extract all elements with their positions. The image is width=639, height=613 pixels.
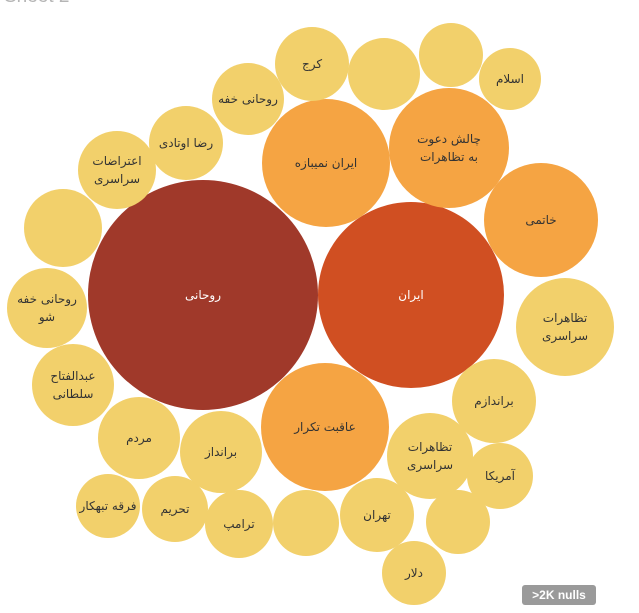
bubble-circle[interactable]	[149, 106, 223, 180]
bubble-circle[interactable]	[348, 38, 420, 110]
bubble-label: اسلام	[496, 72, 524, 86]
bubble-circle[interactable]	[340, 478, 414, 552]
bubble-circle[interactable]	[78, 131, 156, 209]
bubble-circle[interactable]	[387, 413, 473, 499]
bubble-circle[interactable]	[275, 27, 349, 101]
bubble[interactable]: کرج	[275, 27, 349, 101]
bubble-circle[interactable]	[467, 443, 533, 509]
bubble[interactable]: عبدالفتاح سلطانی	[32, 344, 114, 426]
bubble[interactable]: رضا اوتادی	[149, 106, 223, 180]
bubble-circle[interactable]	[205, 490, 273, 558]
bubble-circle[interactable]	[76, 474, 140, 538]
bubble[interactable]: خاتمی	[484, 163, 598, 277]
bubble[interactable]: تحریم	[142, 476, 208, 542]
bubble-circle[interactable]	[318, 202, 504, 388]
bubble-circle[interactable]	[479, 48, 541, 110]
bubble[interactable]: ایران نمیبازه	[262, 99, 390, 227]
bubble-circle[interactable]	[7, 268, 87, 348]
bubble[interactable]: براندازم	[452, 359, 536, 443]
bubble[interactable]: ایران	[318, 202, 504, 388]
bubble-label: عبدالفتاح سلطانی	[50, 369, 95, 401]
bubble-circle[interactable]	[273, 490, 339, 556]
bubble-circle[interactable]	[24, 189, 102, 267]
bubble-circle[interactable]	[261, 363, 389, 491]
sheet-title: Sheet 2	[4, 0, 70, 8]
bubble-circle[interactable]	[98, 397, 180, 479]
bubble-circle[interactable]	[180, 411, 262, 493]
bubble[interactable]: روحانی خفه	[212, 63, 284, 135]
bubble-label: رضا اوتادی	[159, 136, 214, 151]
bubble-circle[interactable]	[426, 490, 490, 554]
nulls-badge[interactable]: >2K nulls	[522, 585, 596, 605]
bubble-label: ایران	[398, 288, 423, 303]
bubble-label: براندازم	[474, 394, 514, 409]
bubble-label: کرج	[302, 57, 322, 72]
bubble[interactable]: فرقه تبهکار	[76, 474, 140, 538]
bubble-label: تظاهرات سراسری	[542, 311, 588, 344]
bubble[interactable]: آمریکا	[467, 443, 533, 509]
bubble-label: آمریکا	[485, 468, 516, 484]
bubble-circle[interactable]	[212, 63, 284, 135]
bubble-label: مردم	[126, 431, 152, 446]
bubble-label: اعتراضات سراسری	[92, 154, 141, 187]
bubble-circle[interactable]	[389, 88, 509, 208]
bubble-label: عاقبت تکرار	[293, 420, 356, 435]
bubble[interactable]: تهران	[340, 478, 414, 552]
bubble-label: ایران نمیبازه	[295, 156, 358, 171]
bubble-circle[interactable]	[516, 278, 614, 376]
bubble-label: روحانی خفه	[218, 92, 278, 107]
bubble[interactable]	[419, 23, 483, 87]
bubble-circle[interactable]	[142, 476, 208, 542]
bubble[interactable]: ترامپ	[205, 490, 273, 558]
bubble-label: تهران	[363, 508, 391, 523]
bubble-circle[interactable]	[32, 344, 114, 426]
bubble[interactable]: روحانی خفه شو	[7, 268, 87, 348]
bubble[interactable]: تظاهرات سراسری	[387, 413, 473, 499]
bubble[interactable]	[348, 38, 420, 110]
bubble-label: ترامپ	[223, 517, 255, 532]
bubble[interactable]: چالش دعوت به تظاهرات	[389, 88, 509, 208]
bubble-label: روحانی خفه شو	[17, 292, 77, 325]
bubble-circle[interactable]	[88, 180, 318, 410]
bubble-circle[interactable]	[382, 541, 446, 605]
bubble-circle[interactable]	[262, 99, 390, 227]
bubble-circle[interactable]	[452, 359, 536, 443]
bubble[interactable]: عاقبت تکرار	[261, 363, 389, 491]
bubble-label: برانداز	[204, 445, 237, 460]
bubble-label: دلار	[404, 566, 423, 581]
bubble[interactable]: دلار	[382, 541, 446, 605]
bubble[interactable]: اسلام	[479, 48, 541, 110]
bubble[interactable]: مردم	[98, 397, 180, 479]
bubble-label: تحریم	[160, 502, 189, 517]
bubble-circle[interactable]	[484, 163, 598, 277]
bubble-label: فرقه تبهکار	[79, 499, 137, 514]
bubble[interactable]: تظاهرات سراسری	[516, 278, 614, 376]
bubble-label: روحانی	[185, 288, 221, 303]
bubble[interactable]	[24, 189, 102, 267]
bubble[interactable]: روحانی	[88, 180, 318, 410]
bubble-circle[interactable]	[419, 23, 483, 87]
bubble-label: خاتمی	[525, 213, 556, 227]
bubble[interactable]	[426, 490, 490, 554]
bubble[interactable]	[273, 490, 339, 556]
bubble-label: چالش دعوت به تظاهرات	[417, 132, 481, 165]
bubble-label: تظاهرات سراسری	[407, 440, 453, 473]
bubble[interactable]: برانداز	[180, 411, 262, 493]
bubble[interactable]: اعتراضات سراسری	[78, 131, 156, 209]
